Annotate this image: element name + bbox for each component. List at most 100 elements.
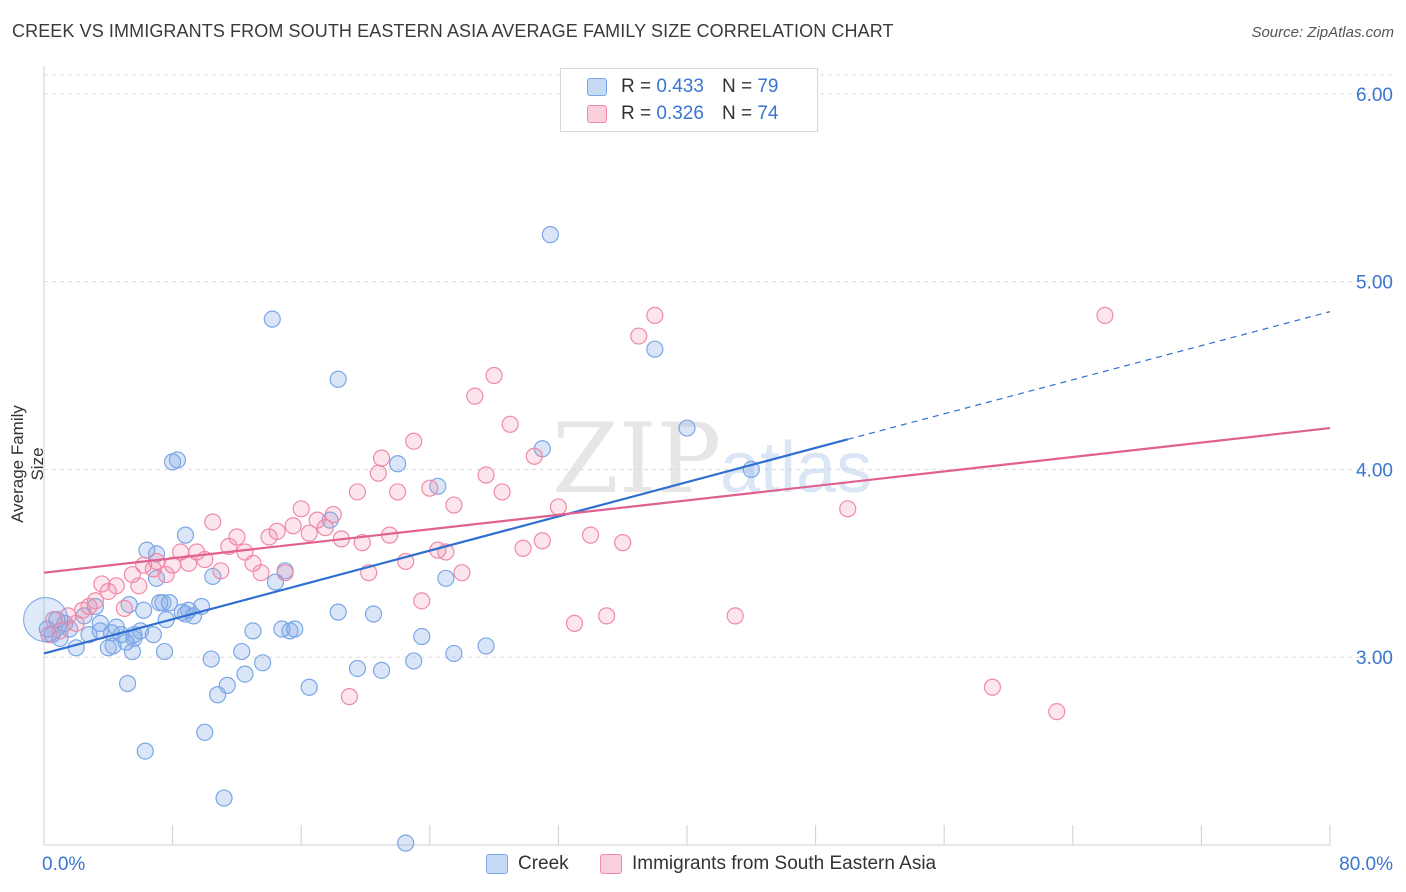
immigrants-point xyxy=(268,522,286,540)
immigrants-point xyxy=(86,592,105,610)
creek-point xyxy=(236,665,254,683)
immigrants-point xyxy=(369,464,387,482)
creek-point xyxy=(233,642,251,661)
legend-row-creek: R = 0.433 N = 79 xyxy=(587,75,778,99)
legend-n-value: 79 xyxy=(757,76,779,97)
chart-title: CREEK VS IMMIGRANTS FROM SOUTH EASTERN A… xyxy=(12,21,894,41)
immigrants-point xyxy=(284,517,302,535)
x-tick-label: 80.0% xyxy=(1339,854,1393,875)
creek-point xyxy=(123,642,142,661)
x-tick-label: 0.0% xyxy=(42,854,85,875)
creek-point xyxy=(477,637,495,655)
immigrants-point xyxy=(292,500,310,518)
legend-r-value: 0.433 xyxy=(656,76,704,97)
creek-point xyxy=(678,419,696,437)
immigrants-point xyxy=(348,483,367,501)
creek-point xyxy=(329,603,347,621)
immigrants-point xyxy=(51,622,69,640)
creek-point xyxy=(286,620,304,638)
creek-point xyxy=(397,834,415,852)
legend-row-immigrants: R = 0.326 N = 74 xyxy=(587,102,778,126)
creek-point xyxy=(329,370,347,388)
immigrants-point xyxy=(466,387,484,405)
immigrants-point xyxy=(1048,703,1066,721)
immigrants-point xyxy=(324,505,342,524)
immigrants-trend-line xyxy=(43,426,1331,574)
immigrants-point xyxy=(581,526,600,544)
y-tick-label: 5.00 xyxy=(1356,273,1393,294)
source-label: Source: ZipAtlas.com xyxy=(1251,24,1394,41)
creek-point xyxy=(135,601,153,619)
creek-point xyxy=(646,340,664,358)
creek-point xyxy=(413,627,431,646)
creek-point xyxy=(168,451,187,469)
creek-point xyxy=(348,659,367,678)
creek-point xyxy=(218,676,236,694)
immigrants-point xyxy=(501,415,519,433)
creek-point xyxy=(67,639,85,657)
y-tick-label: 6.00 xyxy=(1356,85,1393,106)
immigrants-point xyxy=(565,614,584,632)
creek-point xyxy=(147,569,166,587)
bottom-legend-creek: Creek xyxy=(486,851,569,877)
watermark-zip: ZIP xyxy=(552,403,721,515)
creek-point xyxy=(437,569,455,587)
immigrants-point xyxy=(107,577,125,595)
legend-n-label: N = xyxy=(721,103,753,124)
immigrants-point xyxy=(453,564,471,582)
bottom-legend-swatch-immigrants xyxy=(600,854,622,874)
immigrants-point xyxy=(252,564,270,582)
creek-point xyxy=(389,455,407,473)
creek-point xyxy=(202,650,220,668)
immigrants-point xyxy=(372,449,391,467)
legend-swatch-immigrants xyxy=(587,105,607,123)
immigrants-point xyxy=(204,513,222,531)
creek-point xyxy=(144,626,162,644)
bottom-legend-swatch-creek xyxy=(486,854,508,874)
creek-point xyxy=(215,789,233,807)
immigrants-point xyxy=(276,564,294,582)
immigrants-point xyxy=(445,496,463,514)
immigrants-point xyxy=(353,534,371,552)
y-tick-label: 4.00 xyxy=(1356,460,1393,481)
immigrants-point xyxy=(533,532,551,550)
creek-point xyxy=(80,626,98,644)
legend-n-label: N = xyxy=(721,76,753,97)
immigrants-point xyxy=(514,539,532,557)
creek-point xyxy=(405,652,423,670)
immigrants-point xyxy=(525,447,543,465)
immigrants-point xyxy=(300,524,318,542)
immigrants-point xyxy=(1096,306,1114,324)
immigrants-point xyxy=(130,577,148,595)
immigrants-point xyxy=(485,366,503,385)
bottom-legend-immigrants: Immigrants from South Eastern Asia xyxy=(600,851,936,877)
y-tick-label: 3.00 xyxy=(1356,648,1393,669)
bottom-legend-label-creek: Creek xyxy=(518,853,569,874)
immigrants-point xyxy=(614,534,632,552)
immigrants-point xyxy=(389,483,407,501)
immigrants-point xyxy=(549,498,568,516)
immigrants-point xyxy=(839,500,857,518)
creek-point xyxy=(118,674,137,693)
immigrants-point xyxy=(598,607,616,625)
immigrants-point xyxy=(316,519,334,537)
creek-trend-line xyxy=(43,438,849,655)
creek-point xyxy=(155,642,174,661)
immigrants-point xyxy=(630,327,648,345)
creek-point xyxy=(86,597,105,616)
bottom-legend-label-immigrants: Immigrants from South Eastern Asia xyxy=(632,853,937,874)
creek-point xyxy=(364,605,383,623)
y-axis-title: Average Family Size xyxy=(8,405,47,523)
legend-r-label: R = xyxy=(621,76,652,97)
correlation-legend: R = 0.433 N = 79 R = 0.326 N = 74 xyxy=(560,68,818,132)
legend-swatch-creek xyxy=(587,78,607,96)
creek-point xyxy=(244,622,262,640)
creek-trend-extension xyxy=(847,311,1331,440)
creek-point xyxy=(445,644,463,663)
creek-point xyxy=(136,742,154,760)
immigrants-point xyxy=(477,466,495,484)
creek-point xyxy=(196,723,214,741)
creek-point xyxy=(541,226,559,244)
creek-point xyxy=(372,661,391,679)
